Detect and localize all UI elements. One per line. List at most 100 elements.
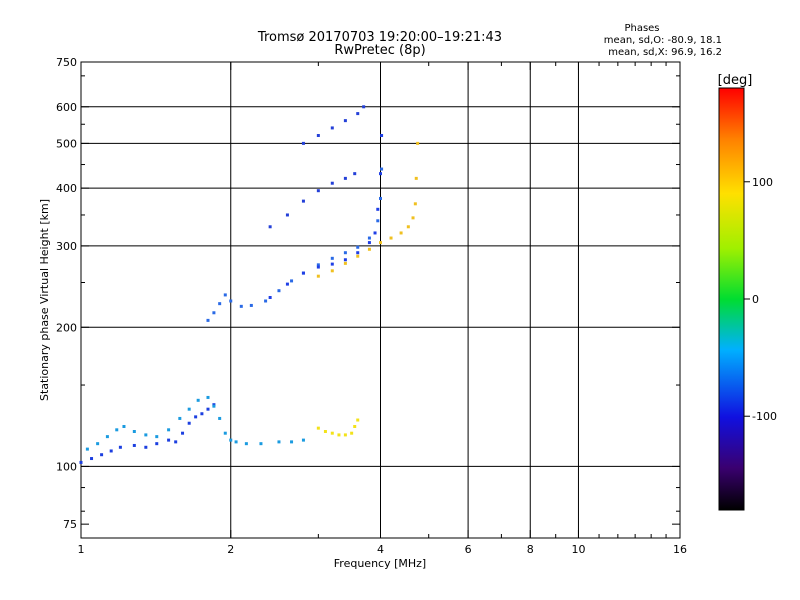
- x-tick-label: 16: [673, 543, 687, 556]
- data-point: [356, 251, 360, 255]
- data-point: [414, 176, 418, 180]
- x-axis-ticks: 1 2 4 6 8 10 16: [78, 62, 687, 556]
- data-point: [323, 429, 327, 433]
- data-point: [277, 289, 281, 293]
- data-point: [79, 460, 83, 464]
- data-point: [356, 254, 360, 258]
- data-point: [85, 447, 89, 451]
- data-point: [167, 438, 171, 442]
- data-point: [380, 167, 384, 171]
- data-point: [90, 457, 94, 461]
- data-point: [155, 442, 159, 446]
- data-point: [212, 311, 216, 315]
- data-point: [376, 207, 380, 211]
- data-point: [330, 431, 334, 435]
- data-point: [411, 216, 415, 220]
- data-point: [301, 199, 305, 203]
- data-point: [115, 428, 119, 432]
- y-tick-label: 400: [56, 182, 77, 195]
- data-point: [132, 429, 136, 433]
- data-point: [234, 440, 238, 444]
- data-point: [122, 425, 126, 429]
- data-point: [316, 265, 320, 269]
- data-point: [206, 318, 210, 322]
- data-point: [100, 453, 104, 457]
- data-point: [356, 418, 360, 422]
- x-tick-label: 8: [527, 543, 534, 556]
- data-point: [277, 440, 281, 444]
- data-point: [356, 112, 360, 116]
- data-point: [367, 247, 371, 251]
- y-tick-label: 600: [56, 101, 77, 114]
- data-point: [181, 431, 185, 435]
- data-point: [389, 236, 393, 240]
- data-point: [194, 415, 198, 419]
- data-point: [316, 189, 320, 193]
- data-point: [343, 433, 347, 437]
- data-point: [343, 258, 347, 262]
- data-point: [367, 236, 371, 240]
- data-point: [337, 433, 341, 437]
- data-point: [244, 442, 248, 446]
- data-point: [413, 202, 417, 206]
- data-point: [118, 445, 122, 449]
- data-point: [229, 438, 233, 442]
- data-point: [362, 105, 366, 109]
- data-point: [212, 404, 216, 408]
- colorbar-label: [deg]: [718, 73, 753, 88]
- colorbar-tick-label: 100: [752, 176, 773, 189]
- y-tick-label: 500: [56, 137, 77, 150]
- data-point: [416, 141, 420, 145]
- data-point: [155, 435, 159, 439]
- data-point: [239, 304, 243, 308]
- data-point: [376, 219, 380, 223]
- data-point: [178, 416, 182, 420]
- y-tick-label: 100: [56, 460, 77, 473]
- y-tick-label: 75: [63, 518, 77, 531]
- data-point: [223, 431, 227, 435]
- data-point: [200, 412, 204, 416]
- y-axis-ticks: 75 100 200 300 400 500 600 750: [56, 56, 680, 531]
- data-point: [264, 299, 268, 303]
- data-point: [268, 225, 272, 229]
- data-point: [196, 398, 200, 402]
- data-point: [406, 225, 410, 229]
- data-point: [356, 245, 360, 249]
- data-point: [105, 435, 109, 439]
- legend-line-o: mean, sd,O: -80.9, 18.1: [604, 35, 722, 46]
- colorbar-tick-label: 0: [752, 293, 759, 306]
- data-point: [343, 261, 347, 265]
- data-point: [380, 134, 384, 138]
- data-point: [330, 262, 334, 266]
- data-point: [268, 296, 272, 300]
- data-point: [144, 433, 148, 437]
- data-point: [316, 134, 320, 138]
- x-tick-label: 2: [227, 543, 234, 556]
- data-point: [290, 440, 294, 444]
- y-tick-label: 300: [56, 240, 77, 253]
- data-point: [330, 256, 334, 260]
- legend-title: Phases: [624, 23, 659, 34]
- data-point: [285, 282, 289, 286]
- data-point: [316, 274, 320, 278]
- data-point: [259, 442, 263, 446]
- data-point: [353, 425, 357, 429]
- y-tick-label: 750: [56, 56, 77, 69]
- data-point: [301, 141, 305, 145]
- data-point: [187, 407, 191, 411]
- data-point: [206, 395, 210, 399]
- data-point: [206, 407, 210, 411]
- data-point: [144, 445, 148, 449]
- data-point: [301, 271, 305, 275]
- data-point: [167, 428, 171, 432]
- colorbar-tick-label: -100: [752, 410, 777, 423]
- data-point: [218, 302, 222, 306]
- y-axis-label: Stationary phase Virtual Height [km]: [38, 199, 51, 401]
- data-point: [343, 176, 347, 180]
- grid-lines: [81, 62, 680, 538]
- x-tick-label: 4: [377, 543, 384, 556]
- data-point: [399, 231, 403, 235]
- x-tick-label: 1: [78, 543, 85, 556]
- data-point: [379, 241, 382, 245]
- data-point: [174, 440, 178, 444]
